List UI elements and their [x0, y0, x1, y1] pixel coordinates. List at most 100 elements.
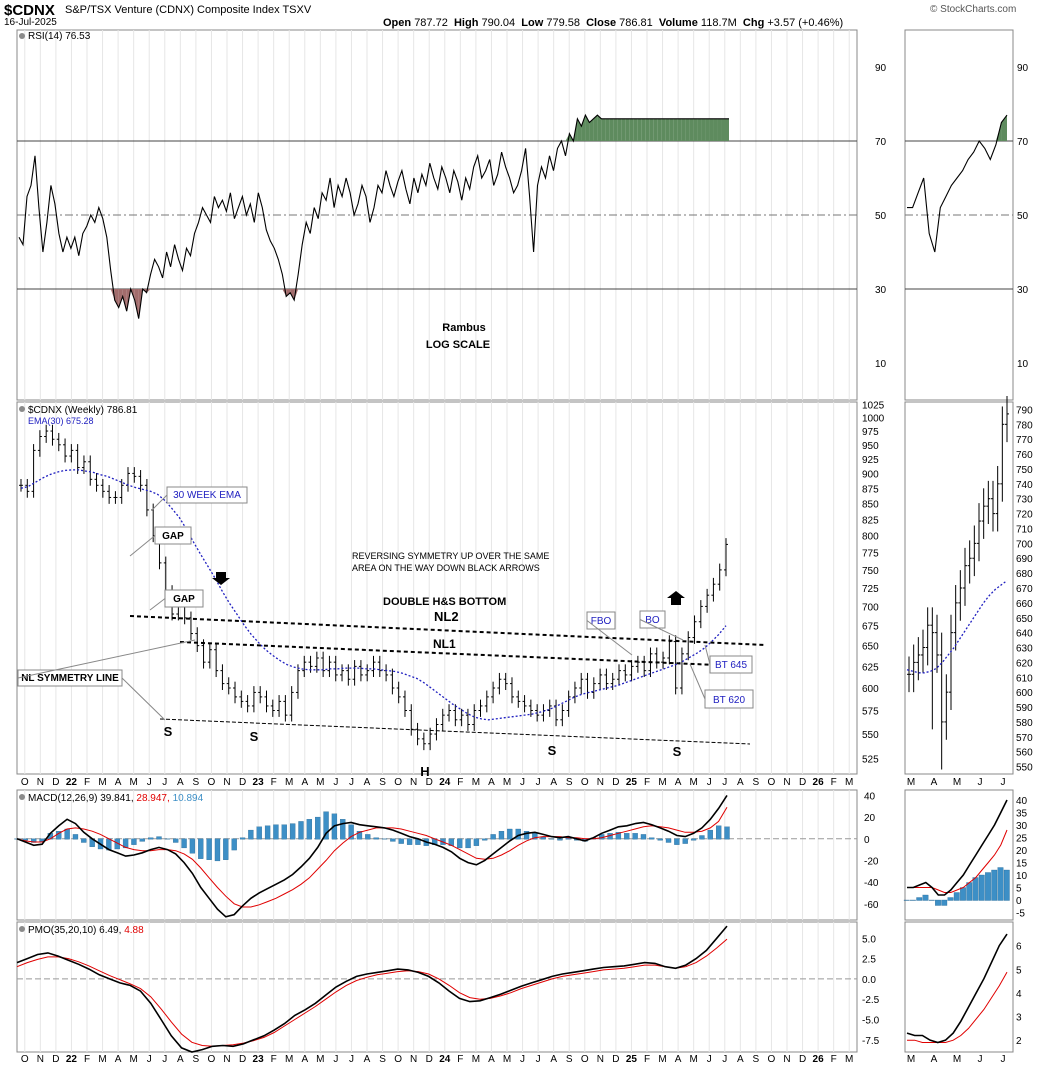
macd-y-tick: 20: [864, 813, 876, 824]
x-tick-label: J: [536, 1054, 541, 1065]
rsi-oversold-fill: [286, 289, 291, 297]
rsi-overbought-fill: [665, 118, 670, 141]
hs-shoulder-label: S: [250, 729, 259, 744]
zoom-macd-histogram-bar: [991, 869, 998, 901]
zoom-macd-histogram-bar: [960, 887, 966, 901]
x-tick-label: M: [689, 1054, 697, 1065]
macd-histogram-bar: [523, 831, 530, 840]
x-tick-label: F: [831, 1054, 837, 1065]
rsi-overbought-fill: [637, 118, 642, 141]
macd-histogram-bar: [181, 838, 187, 849]
macd-y-tick: -40: [864, 878, 879, 889]
bo-callout-text: BO: [645, 615, 660, 626]
chg-label: Chg: [742, 17, 765, 29]
hs-shoulder-label: S: [673, 744, 682, 759]
macd-histogram-bar: [223, 838, 229, 860]
rsi-overbought-fill: [713, 118, 718, 141]
rsi-y-tick: 30: [875, 285, 887, 296]
hs-shoulder-label: S: [164, 724, 173, 739]
x-tick-label: 22: [66, 1054, 78, 1065]
rsi-overbought-fill: [613, 118, 618, 141]
x-tick-label: 25: [626, 1054, 638, 1065]
x-tick-label: D: [52, 1054, 59, 1065]
x-tick-label: S: [193, 777, 200, 788]
zoom-price-y-tick: 590: [1016, 703, 1033, 714]
zoom-macd-histogram-bar: [997, 867, 1004, 901]
x-tick-label: M: [98, 1054, 106, 1065]
x-tick-label: M: [845, 777, 853, 788]
price-y-tick: 625: [862, 662, 879, 673]
x-tick-label: O: [768, 1054, 776, 1065]
x-tick-label: D: [799, 777, 806, 788]
x-tick-label: D: [239, 777, 246, 788]
zoom-macd-histogram-bar: [922, 894, 929, 901]
rsi-y-tick: 90: [875, 63, 887, 74]
x-tick-label: F: [831, 777, 837, 788]
macd-histogram-bar: [699, 835, 705, 840]
price-y-tick: 575: [862, 707, 879, 718]
rsi-overbought-fill: [581, 115, 586, 141]
x-tick-label: F: [271, 1054, 277, 1065]
zoom-macd-histogram-bar: [910, 899, 916, 901]
zoom-price-y-tick: 660: [1016, 599, 1033, 610]
zoom-price-y-tick: 770: [1016, 435, 1033, 446]
zoom-price-y-tick: 580: [1016, 718, 1033, 729]
price-y-tick: 850: [862, 500, 879, 511]
zoom-macd-histogram-bar: [953, 892, 960, 901]
x-tick-label: S: [566, 1054, 573, 1065]
price-y-tick: 650: [862, 642, 879, 653]
macd-histogram-bar: [340, 819, 346, 840]
x-tick-label: J: [707, 777, 712, 788]
macd-histogram-bar: [298, 821, 304, 840]
x-tick-label: A: [301, 1054, 308, 1065]
zoom-macd-histogram-bar: [978, 874, 985, 901]
macd-histogram-bar: [465, 838, 471, 849]
macd-histogram-bar: [365, 834, 371, 840]
fbo-callout-text: FBO: [591, 616, 612, 627]
x-tick-label: N: [223, 1054, 230, 1065]
x-tick-label: O: [581, 777, 589, 788]
macd-histogram-bar: [373, 837, 379, 840]
zoom-macd-histogram-bar: [972, 877, 979, 901]
x-tick-label: 24: [439, 1054, 451, 1065]
low-label: Low: [521, 17, 544, 29]
x-tick-label: J: [162, 1054, 167, 1065]
macd-legend-dot: [19, 794, 25, 800]
pmo-y-tick: 2.5: [862, 955, 876, 966]
rsi-oversold-fill: [114, 289, 119, 308]
rsi-overbought-fill: [645, 118, 650, 141]
macd-histogram-bar: [482, 838, 488, 841]
rsi-overbought-fill: [653, 118, 658, 141]
macd-histogram-bar: [22, 838, 29, 841]
rsi-overbought-fill: [605, 118, 610, 141]
rsi-overbought-fill: [697, 118, 702, 141]
price-y-tick: 550: [862, 730, 879, 741]
x-tick-label: D: [52, 777, 59, 788]
x-tick-label: O: [21, 777, 29, 788]
x-tick-label: A: [364, 1054, 371, 1065]
macd-histogram-bar: [715, 825, 722, 840]
high-label: High: [453, 17, 479, 29]
chart-date: 16-Jul-2025: [4, 17, 57, 28]
x-tick-label: N: [223, 777, 230, 788]
zoom-rsi-y-tick: 10: [1017, 359, 1029, 370]
x-tick-label: J: [147, 777, 152, 788]
macd-y-tick: 0: [864, 835, 870, 846]
x-tick-label: O: [394, 777, 402, 788]
x-tick-label: N: [597, 777, 604, 788]
zoom-x-tick-label: A: [931, 1054, 938, 1065]
zoom-rsi-y-tick: 30: [1017, 285, 1029, 296]
volume-value: 118.7M: [700, 17, 737, 29]
rsi-overbought-fill: [649, 118, 654, 141]
zoom-price-y-tick: 750: [1016, 465, 1033, 476]
x-tick-label: D: [799, 1054, 806, 1065]
x-tick-label: N: [783, 1054, 790, 1065]
x-tick-label: M: [285, 777, 293, 788]
price-y-tick: 750: [862, 566, 879, 577]
macd-histogram-bar: [707, 829, 713, 840]
x-tick-label: J: [162, 777, 167, 788]
macd-histogram-bar: [306, 819, 313, 840]
x-tick-label: M: [316, 1054, 324, 1065]
price-y-tick: 975: [862, 427, 879, 438]
zoom-rsi-y-tick: 90: [1017, 63, 1029, 74]
